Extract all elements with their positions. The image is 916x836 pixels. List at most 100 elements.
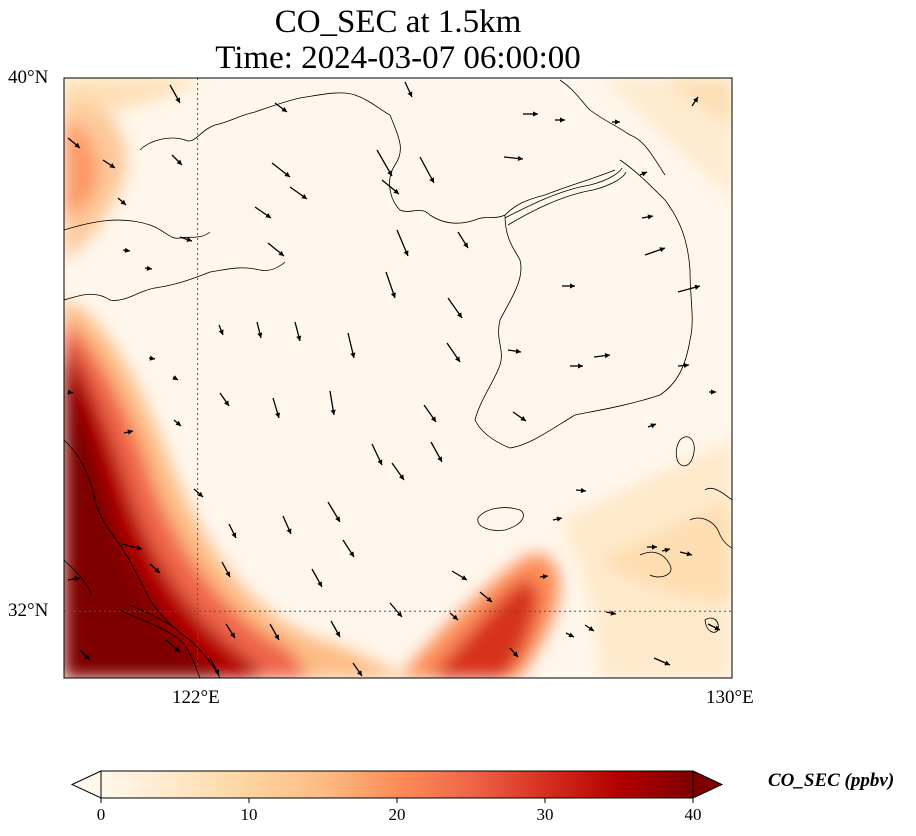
wind-arrow	[148, 355, 156, 361]
colorbar-tick-label: 0	[96, 805, 106, 824]
wind-arrow	[311, 568, 323, 588]
wind-arrow	[430, 441, 443, 463]
wind-arrow	[562, 283, 575, 289]
wind-arrow	[269, 623, 280, 641]
wind-arrow	[121, 543, 143, 551]
wind-arrow	[165, 639, 181, 653]
wind-arrow	[457, 231, 469, 249]
wind-arrow	[404, 81, 413, 98]
wind-arrow	[271, 162, 291, 178]
wind-arrow	[67, 137, 81, 149]
wind-arrow	[171, 154, 183, 166]
wind-arrow	[523, 111, 538, 117]
wind-arrow	[707, 623, 721, 631]
wind-arrow	[225, 623, 236, 639]
wind-arrow	[193, 488, 204, 498]
wind-arrow	[352, 662, 363, 677]
colorbar-max-extend	[692, 770, 724, 799]
wind-arrow	[653, 657, 671, 666]
wind-arrow	[256, 321, 263, 339]
wind-arrow	[123, 429, 134, 435]
y-tick-40n: 40°N	[8, 67, 49, 88]
wind-arrow	[605, 610, 617, 616]
colorbar-tick-label: 10	[240, 805, 258, 824]
wind-arrow	[254, 206, 272, 219]
wind-arrow	[169, 84, 181, 104]
wind-arrow	[709, 389, 716, 395]
wind-arrow	[117, 197, 127, 206]
wind-arrow	[679, 551, 693, 557]
wind-arrow	[644, 247, 666, 256]
wind-arrow	[555, 117, 565, 123]
wind-arrow	[102, 159, 116, 169]
wind-arrow	[122, 247, 131, 253]
wind-arrow	[347, 332, 356, 359]
colorbar-tick-label: 30	[536, 805, 554, 824]
wind-arrow	[446, 342, 461, 363]
wind-arrow	[79, 649, 91, 661]
colorbar-tick-label: 20	[388, 805, 406, 824]
wind-arrow	[449, 612, 459, 621]
wind-arrow	[451, 570, 468, 581]
wind-arrow	[172, 375, 179, 381]
wind-arrow	[209, 657, 220, 676]
wind-arrow	[381, 179, 400, 195]
wind-arrow	[149, 563, 161, 574]
wind-arrow	[691, 96, 699, 107]
wind-arrow	[647, 423, 657, 429]
wind-arrow	[565, 632, 575, 638]
wind-arrow	[641, 214, 654, 220]
wind-arrow	[274, 102, 288, 113]
colorbar-tick-label: 40	[684, 805, 702, 824]
wind-arrow	[267, 242, 285, 257]
map-title-line-2: Time: 2024-03-07 06:00:00	[215, 40, 581, 76]
wind-arrow	[509, 647, 519, 658]
concentration-field	[64, 78, 732, 678]
wind-arrow	[503, 155, 524, 162]
map-title-line-1: CO_SEC at 1.5km	[274, 4, 522, 40]
wind-arrow	[396, 229, 409, 257]
x-tick-122e: 122°E	[172, 687, 220, 708]
wind-arrow	[575, 487, 587, 494]
wind-arrow	[512, 411, 527, 422]
wind-arrow	[423, 404, 437, 423]
wind-arrow	[282, 515, 292, 535]
wind-arrow	[342, 539, 355, 558]
y-tick-32n: 32°N	[8, 600, 49, 621]
wind-arrow	[647, 544, 657, 550]
coastlines	[64, 79, 732, 678]
map-frame	[63, 77, 733, 679]
colorbar	[70, 770, 724, 803]
wind-arrow	[419, 156, 435, 184]
wind-arrow	[371, 443, 383, 466]
wind-arrow	[479, 591, 493, 603]
wind-arrow	[327, 501, 341, 523]
wind-arrow	[639, 171, 648, 177]
wind-arrow	[612, 119, 620, 125]
wind-arrow	[507, 348, 522, 354]
wind-arrow	[179, 236, 193, 242]
wind-arrow	[289, 186, 308, 200]
wind-arrow	[385, 271, 396, 299]
colorbar-title: CO_SEC (ppbv)	[768, 770, 895, 791]
wind-arrow	[447, 297, 463, 319]
wind-arrow	[221, 561, 231, 578]
wind-arrow	[219, 392, 230, 407]
colorbar-min-extend	[70, 770, 102, 799]
wind-arrow	[661, 547, 671, 553]
wind-arrow	[677, 362, 690, 369]
wind-arrow	[539, 574, 549, 580]
x-tick-130e: 130°E	[706, 687, 754, 708]
wind-arrow	[570, 363, 583, 369]
wind-arrow	[391, 462, 405, 481]
wind-arrow	[584, 624, 595, 632]
wind-arrow	[389, 602, 403, 618]
wind-arrow	[376, 149, 393, 177]
wind-arrow	[144, 265, 153, 271]
wind-arrow	[67, 576, 81, 582]
colorbar-gradient	[101, 771, 693, 798]
wind-arrow	[173, 419, 182, 427]
wind-arrow	[67, 389, 74, 395]
wind-arrow	[677, 284, 701, 293]
